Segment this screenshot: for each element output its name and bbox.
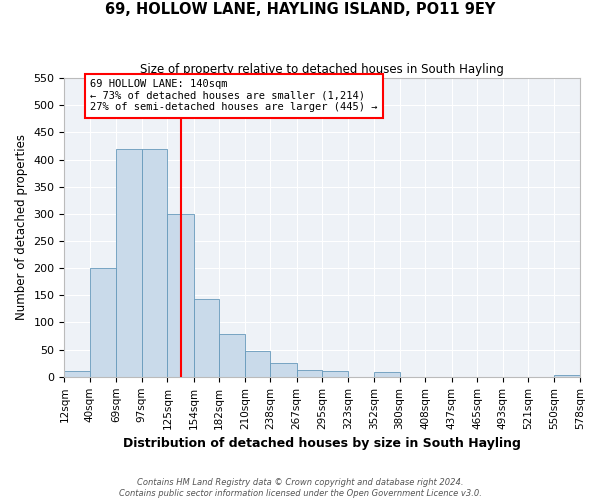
Bar	[374, 372, 400, 377]
Bar	[116, 148, 142, 377]
Bar	[219, 334, 245, 377]
Bar	[194, 299, 219, 377]
Bar	[270, 363, 296, 377]
Bar	[554, 375, 580, 377]
Bar	[322, 372, 348, 377]
Title: Size of property relative to detached houses in South Hayling: Size of property relative to detached ho…	[140, 62, 504, 76]
Bar	[90, 268, 116, 377]
Y-axis label: Number of detached properties: Number of detached properties	[15, 134, 28, 320]
Bar	[64, 372, 90, 377]
Bar	[296, 370, 322, 377]
Text: 69 HOLLOW LANE: 140sqm
← 73% of detached houses are smaller (1,214)
27% of semi-: 69 HOLLOW LANE: 140sqm ← 73% of detached…	[90, 79, 377, 112]
X-axis label: Distribution of detached houses by size in South Hayling: Distribution of detached houses by size …	[123, 437, 521, 450]
Bar	[245, 350, 270, 377]
Text: Contains HM Land Registry data © Crown copyright and database right 2024.
Contai: Contains HM Land Registry data © Crown c…	[119, 478, 481, 498]
Bar	[142, 148, 167, 377]
Bar	[167, 214, 194, 377]
Text: 69, HOLLOW LANE, HAYLING ISLAND, PO11 9EY: 69, HOLLOW LANE, HAYLING ISLAND, PO11 9E…	[105, 2, 495, 18]
